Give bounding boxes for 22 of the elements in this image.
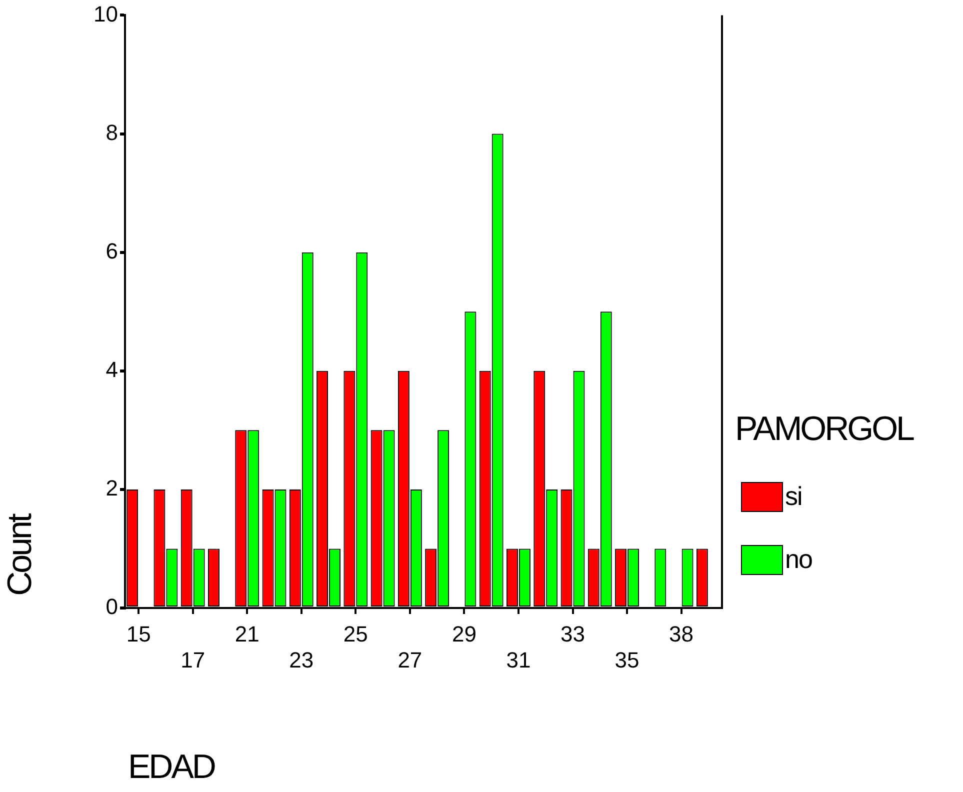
y-tick-label: 6 — [106, 238, 118, 264]
x-axis-title: EDAD — [128, 748, 214, 787]
x-tick-label: 27 — [398, 648, 422, 673]
y-tick-label: 8 — [106, 120, 118, 145]
x-tick-label: 29 — [452, 621, 476, 646]
legend-title: PAMORGOL — [735, 410, 913, 449]
y-tick-label: 0 — [106, 594, 118, 620]
x-tick-label: 25 — [343, 621, 368, 646]
x-tick-label: 23 — [289, 648, 314, 673]
y-tick-label: 4 — [106, 356, 118, 382]
legend-label: no — [785, 544, 812, 575]
x-tick-label: 21 — [234, 621, 260, 646]
x-tick-label: 15 — [126, 621, 151, 646]
y-tick-label: 10 — [94, 1, 118, 26]
x-tick-label: 33 — [560, 621, 585, 646]
y-tick-label: 2 — [106, 476, 118, 501]
y-axis-title: Count — [0, 515, 40, 596]
x-tick-label: 17 — [180, 648, 206, 673]
x-tick-label: 31 — [506, 648, 531, 673]
x-tick-label: 38 — [669, 621, 694, 646]
x-tick-label: 35 — [614, 648, 640, 673]
legend-label: si — [785, 481, 802, 512]
